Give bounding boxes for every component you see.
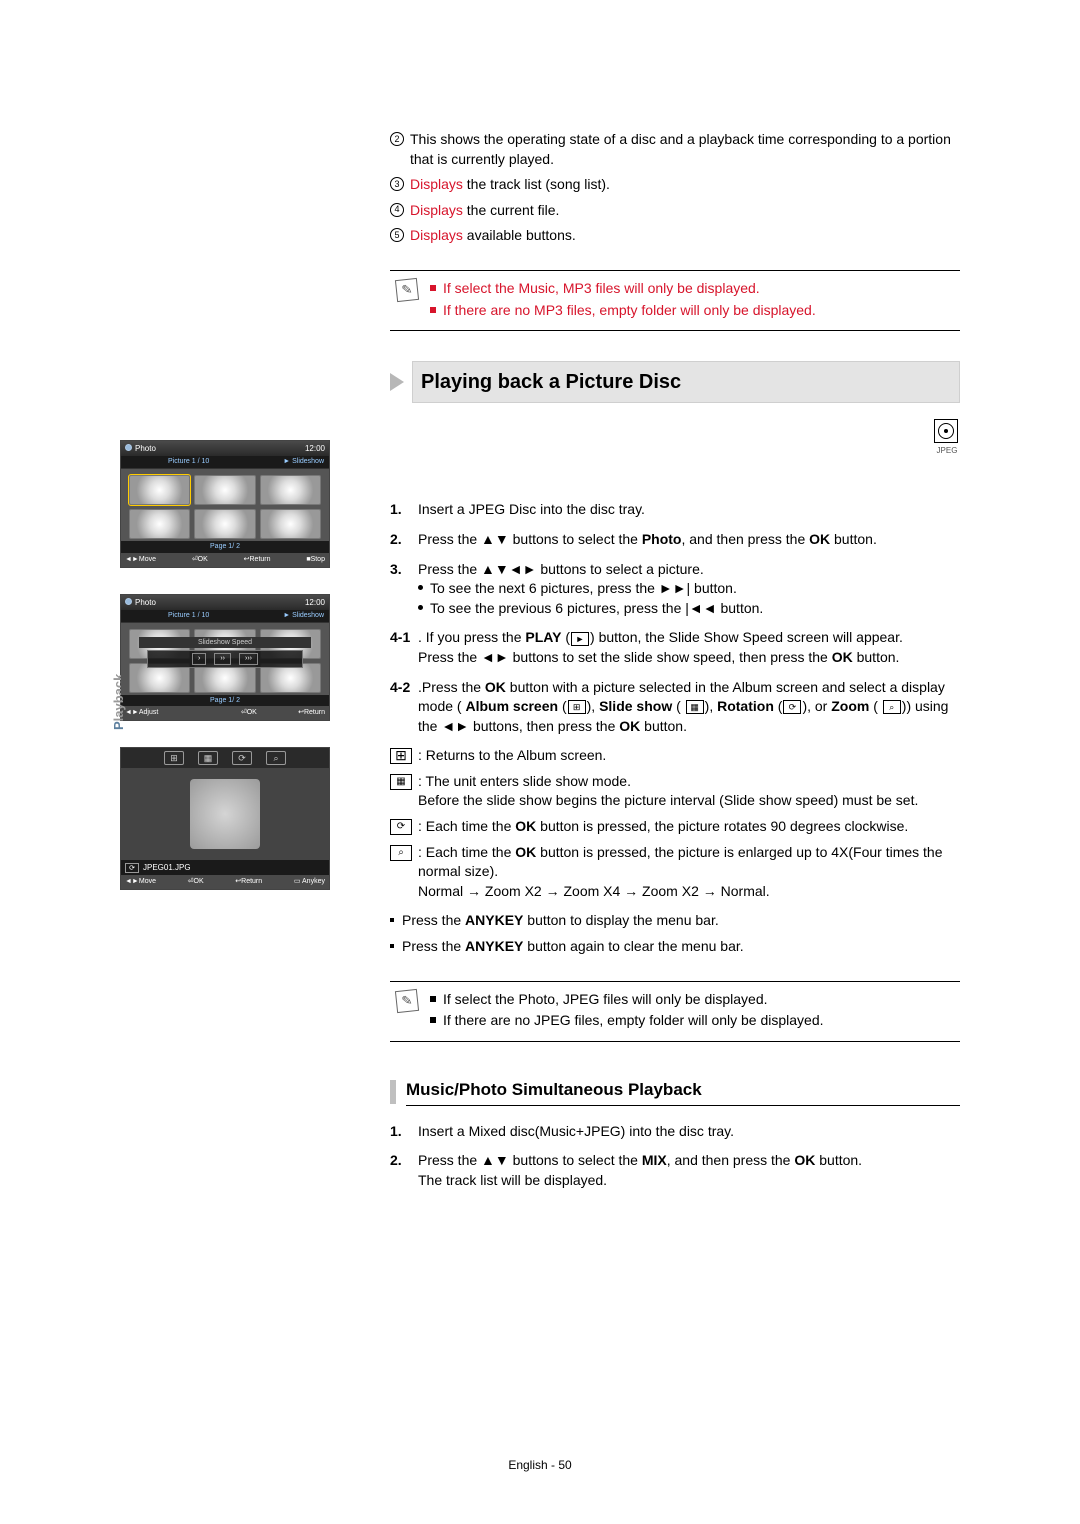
screenshot-column: Photo 12:00 Picture 1 / 10 ► Slideshow P… [120, 130, 360, 1200]
album-icon [390, 748, 412, 764]
rotation-icon: ⟳ [783, 700, 801, 714]
screenshot-photo-album: Photo 12:00 Picture 1 / 10 ► Slideshow P… [120, 440, 330, 568]
album-icon: ⊞ [568, 700, 586, 714]
zoom-icon: ⌕ [883, 700, 901, 714]
note-icon: ✎ [395, 278, 419, 302]
note-mp3: ✎ If select the Music, MP3 files will on… [390, 270, 960, 331]
page-number: English - 50 [0, 1457, 1080, 1474]
section-title-playing-picture-disc: Playing back a Picture Disc [390, 361, 960, 403]
slideshow-icon: ▦ [390, 774, 412, 790]
disc-type-badge: JPEG [390, 413, 960, 456]
sub-section-simultaneous-playback: Music/Photo Simultaneous Playback [390, 1078, 960, 1106]
anykey-notes: Press the ANYKEY button to display the m… [390, 911, 960, 956]
rotation-icon: ⟳ [390, 819, 412, 835]
note-icon: ✎ [395, 989, 419, 1013]
note-jpeg: ✎ If select the Photo, JPEG files will o… [390, 981, 960, 1042]
numbered-desc-list: 2This shows the operating state of a dis… [390, 130, 960, 246]
zoom-icon: ⌕ [390, 845, 412, 861]
screenshot-image-viewer: ⊞ ▦ ⟳ ⌕ ⟳ JPEG01.JPG ◄►Move ⏎OK ↩Return … [120, 747, 330, 890]
picture-disc-instructions: 1.Insert a JPEG Disc into the disc tray.… [390, 500, 960, 901]
play-icon: ► [571, 632, 589, 646]
mix-instructions: 1.Insert a Mixed disc(Music+JPEG) into t… [390, 1122, 960, 1191]
screenshot-slideshow-speed: Photo 12:00 Picture 1 / 10 ► Slideshow S… [120, 594, 330, 722]
slideshow-icon: ▦ [686, 700, 704, 714]
